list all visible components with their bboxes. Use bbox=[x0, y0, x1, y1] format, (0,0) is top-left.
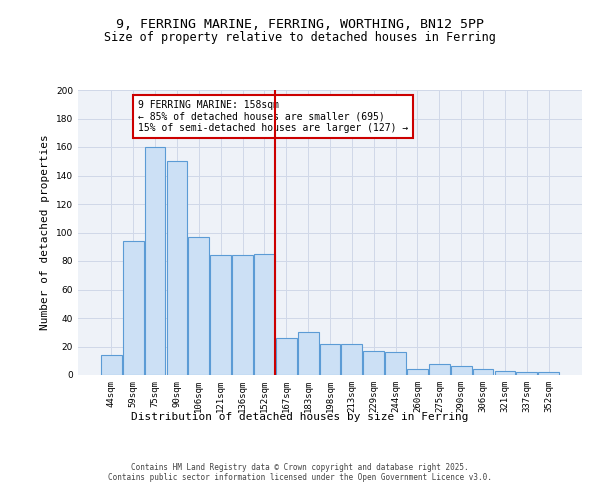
Text: Size of property relative to detached houses in Ferring: Size of property relative to detached ho… bbox=[104, 31, 496, 44]
Bar bbox=[364, 351, 384, 375]
Bar bbox=[298, 332, 319, 375]
Bar bbox=[123, 241, 143, 375]
Text: 9 FERRING MARINE: 158sqm
← 85% of detached houses are smaller (695)
15% of semi-: 9 FERRING MARINE: 158sqm ← 85% of detach… bbox=[137, 100, 408, 133]
Bar bbox=[429, 364, 450, 375]
Bar bbox=[145, 147, 166, 375]
Bar bbox=[232, 256, 253, 375]
Bar bbox=[407, 370, 428, 375]
Bar bbox=[254, 254, 275, 375]
Bar bbox=[451, 366, 472, 375]
Bar bbox=[341, 344, 362, 375]
Bar bbox=[210, 256, 231, 375]
Bar bbox=[494, 370, 515, 375]
Bar bbox=[276, 338, 296, 375]
Bar bbox=[473, 370, 493, 375]
Text: 9, FERRING MARINE, FERRING, WORTHING, BN12 5PP: 9, FERRING MARINE, FERRING, WORTHING, BN… bbox=[116, 18, 484, 30]
Bar bbox=[101, 355, 122, 375]
Bar bbox=[188, 237, 209, 375]
Bar bbox=[385, 352, 406, 375]
Text: Distribution of detached houses by size in Ferring: Distribution of detached houses by size … bbox=[131, 412, 469, 422]
Bar bbox=[517, 372, 537, 375]
Text: Contains HM Land Registry data © Crown copyright and database right 2025.
Contai: Contains HM Land Registry data © Crown c… bbox=[108, 462, 492, 482]
Bar bbox=[538, 372, 559, 375]
Bar bbox=[320, 344, 340, 375]
Bar bbox=[167, 161, 187, 375]
Y-axis label: Number of detached properties: Number of detached properties bbox=[40, 134, 50, 330]
